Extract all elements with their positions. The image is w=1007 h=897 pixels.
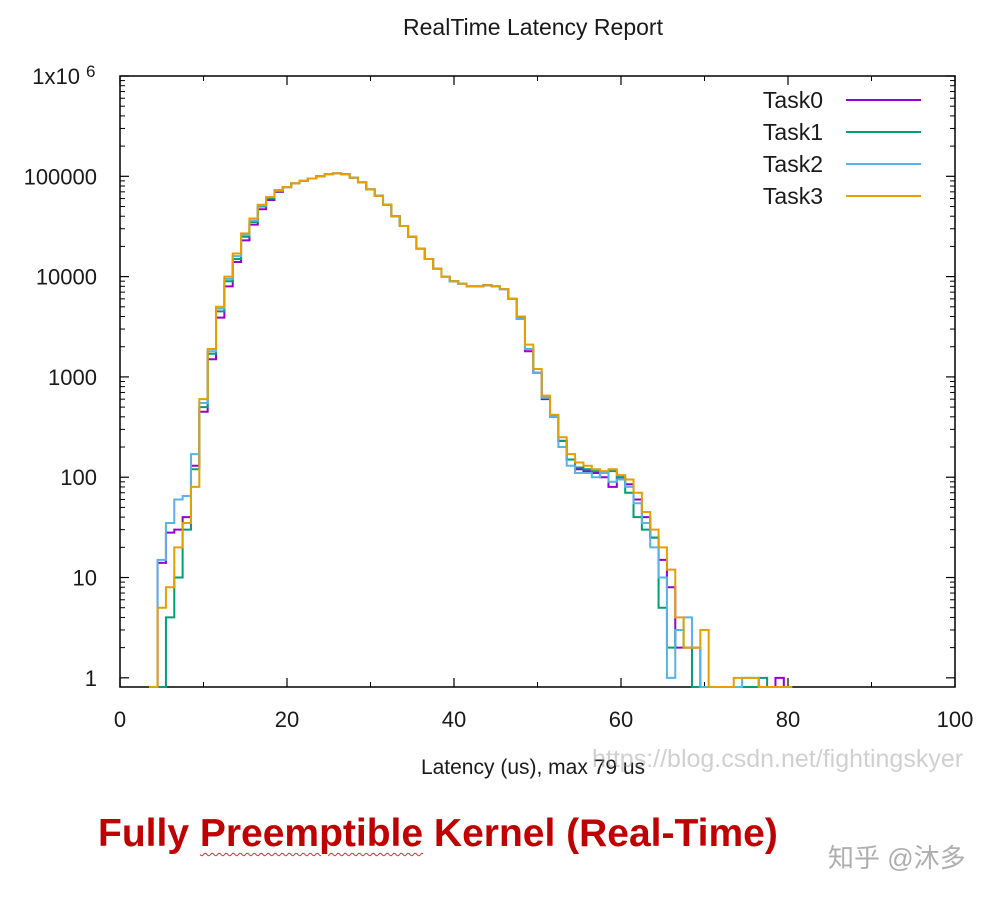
plot-frame (119, 75, 956, 688)
y-tick-label: 100 (60, 465, 97, 490)
y-tick-label: 100000 (24, 164, 97, 189)
y-tick-exponent: 6 (86, 62, 95, 81)
y-tick-label: 10 (73, 566, 97, 591)
caption: Fully Preemptible Kernel (Real-Time) (98, 812, 778, 856)
y-tick-label: 1x10 (32, 64, 80, 89)
caption-text-end: Kernel (Real-Time) (423, 812, 778, 855)
x-tick-label: 100 (937, 707, 974, 732)
series-task3-line (149, 172, 793, 688)
legend-label: Task0 (763, 87, 823, 113)
url-watermark: https://blog.csdn.net/fightingskyer (592, 745, 964, 773)
caption-text-start: Fully (98, 812, 200, 855)
series-task0-line (149, 172, 793, 688)
y-tick-label: 10000 (36, 265, 97, 290)
x-tick-label: 0 (114, 707, 126, 732)
legend-label: Task3 (763, 183, 823, 209)
series-task2-line (149, 172, 793, 688)
x-axis-label: Latency (us), max 79 us (421, 756, 645, 779)
legend-label: Task2 (763, 151, 823, 177)
series-task1-line (149, 172, 793, 688)
caption-underlined-word: Preemptible (199, 812, 424, 855)
chart-title: RealTime Latency Report (403, 14, 664, 40)
legend-label: Task1 (763, 119, 823, 145)
x-tick-label: 60 (609, 707, 633, 732)
x-tick-label: 80 (776, 707, 800, 732)
y-tick-label: 1 (85, 666, 97, 691)
y-tick-label: 1000 (48, 365, 97, 390)
x-tick-label: 20 (275, 707, 299, 732)
zhihu-watermark: 知乎 @沐多 (828, 843, 966, 873)
x-tick-label: 40 (442, 707, 466, 732)
